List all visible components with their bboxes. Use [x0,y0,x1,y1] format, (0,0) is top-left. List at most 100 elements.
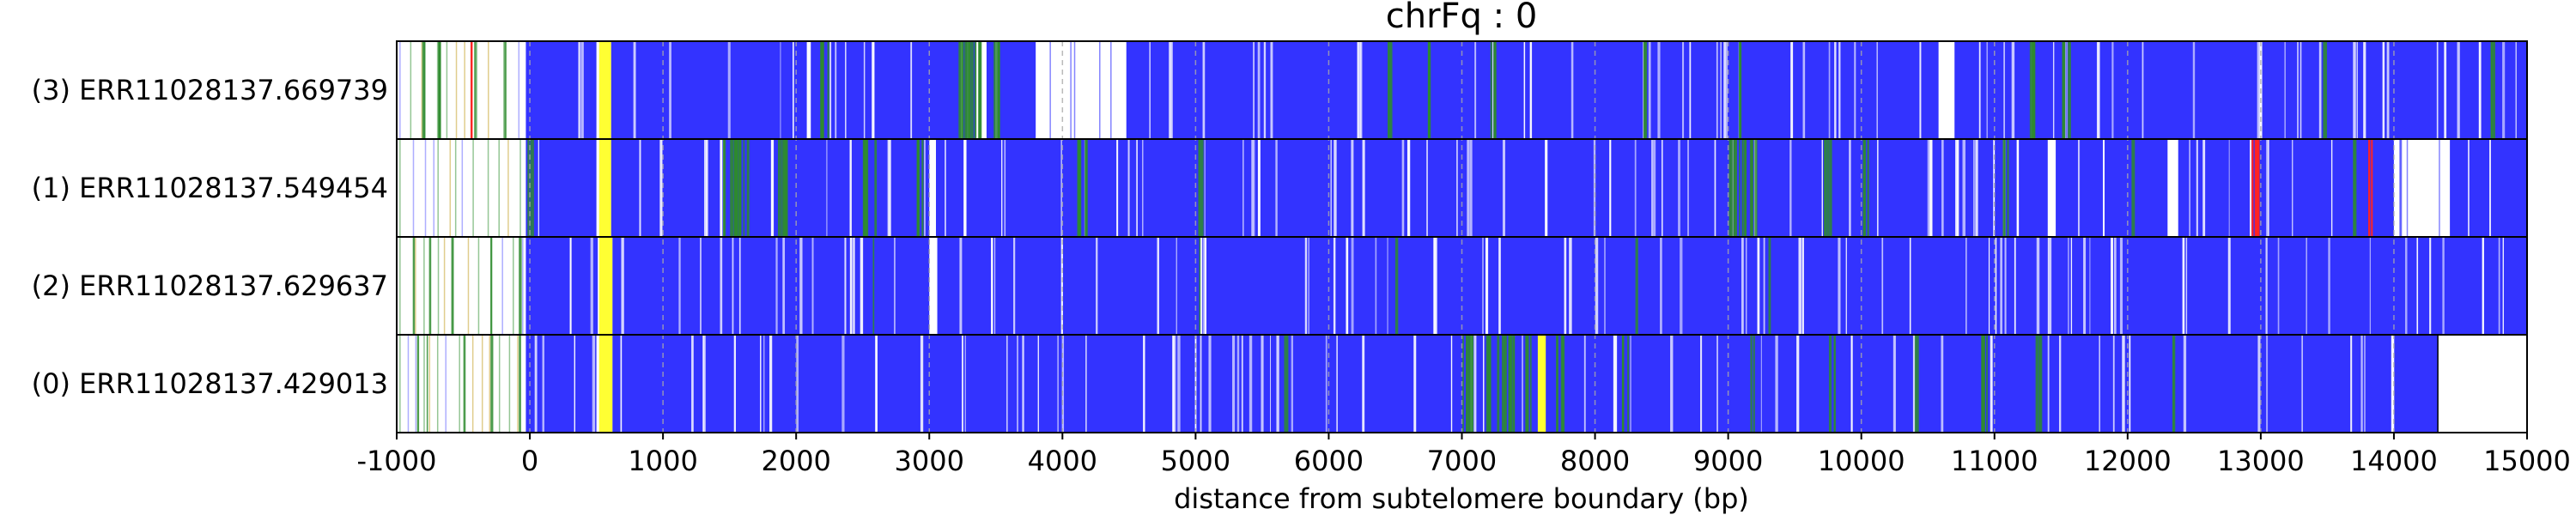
stripe-mark [507,139,509,237]
unmethylated-stripe [1821,139,1823,237]
green-stripe [1493,41,1497,139]
unmethylated-stripe [1634,139,1637,237]
green-stripe [998,41,999,139]
unmethylated-stripe [580,41,584,139]
unmethylated-stripe [1096,237,1098,335]
green-stripe [1387,41,1389,139]
green-stripe [1472,335,1474,433]
unmethylated-stripe [1351,139,1354,237]
unmethylated-stripe [1242,139,1244,237]
stripe-mark [437,237,440,335]
x-tick-label: 15000 [2483,445,2571,477]
stripe-mark [421,41,423,139]
unmethylated-stripe [2064,41,2066,139]
unmethylated-stripe [1149,41,1151,139]
green-stripe [1079,139,1082,237]
unmethylated-stripe [1169,41,1171,139]
unmethylated-stripe [1257,41,1261,139]
green-stripe [474,41,477,139]
unmethylated-stripe [1202,237,1205,335]
green-stripe [1198,139,1202,237]
methylated-stripe [2406,139,2409,237]
x-tick-label: 5000 [1161,445,1230,477]
green-stripe [1427,41,1431,139]
unmethylated-stripe [1325,335,1327,433]
methylated-stripe [1099,41,1101,139]
unmethylated-stripe [2416,237,2419,335]
unmethylated-stripe [727,41,731,139]
unmethylated-stripe [1330,139,1333,237]
stripe-mark [481,335,483,433]
unmethylated-stripe [1456,139,1458,237]
unmethylated-stripe [579,41,581,139]
green-stripe [921,139,924,237]
unmethylated-stripe [1435,237,1437,335]
unmethylated-stripe [1467,139,1470,237]
unmethylated-stripe [2122,335,2125,433]
unmethylated-stripe [2301,335,2303,433]
green-stripe [1508,335,1512,433]
unmethylated-stripe [2083,237,2087,335]
methylated-region [611,139,930,237]
highlight-region [598,335,613,433]
stripe-mark [498,139,500,237]
unmethylated-stripe [2502,41,2506,139]
green-stripe [1768,237,1771,335]
unmethylated-stripe [1136,139,1138,237]
unmethylated-stripe [1741,237,1744,335]
unmethylated-stripe [1990,335,1993,433]
unmethylated-stripe [963,139,967,237]
unmethylated-stripe [578,41,580,139]
green-stripe [2003,139,2006,237]
unmethylated-stripe [1845,237,1847,335]
unmethylated-stripe [1798,237,1801,335]
unmethylated-stripe [1013,237,1016,335]
unmethylated-stripe [1037,335,1040,433]
unmethylated-stripe [2049,237,2052,335]
unmethylated-stripe [2468,139,2470,237]
unmethylated-stripe [2515,41,2517,139]
green-stripe [438,41,441,139]
unmethylated-stripe [678,237,681,335]
unmethylated-stripe [1060,237,1063,335]
green-stripe [2323,41,2326,139]
unmethylated-stripe [2318,41,2322,139]
unmethylated-stripe [2227,237,2231,335]
x-tick-label: 6000 [1294,445,1364,477]
stripe-mark [437,139,439,237]
unmethylated-stripe [2052,41,2055,139]
stripe-mark [476,41,477,139]
unmethylated-stripe [2257,335,2261,433]
green-stripe [1503,335,1505,433]
methylated-region [526,335,597,433]
stripe-mark [519,139,521,237]
methylated-stripe [2399,139,2401,237]
green-stripe [1862,139,1865,237]
green-stripe [1557,335,1558,433]
green-stripe [738,139,742,237]
unmethylated-stripe [2353,41,2356,139]
green-stripe [1743,139,1747,237]
green-stripe [428,237,432,335]
green-stripe [1490,41,1492,139]
unmethylated-stripe [1648,41,1651,139]
green-stripe [1825,139,1827,237]
green-stripe [2029,41,2032,139]
unmethylated-stripe [1657,41,1661,139]
row-label: (1) ERR11028137.549454 [32,172,388,204]
green-stripe [1200,139,1204,237]
unmethylated-stripe [887,139,890,237]
stripe-mark [471,335,474,433]
green-stripe [743,139,745,237]
stripe-mark [454,139,457,237]
unmethylated-stripe [811,237,814,335]
unmethylated-stripe [964,335,966,433]
unmethylated-stripe [542,335,544,433]
unmethylated-region [1109,41,1123,139]
unmethylated-stripe [2014,237,2016,335]
red-stripe [2251,139,2254,237]
stripe-mark [410,41,412,139]
highlight-region [598,41,611,139]
green-stripe [862,139,865,237]
